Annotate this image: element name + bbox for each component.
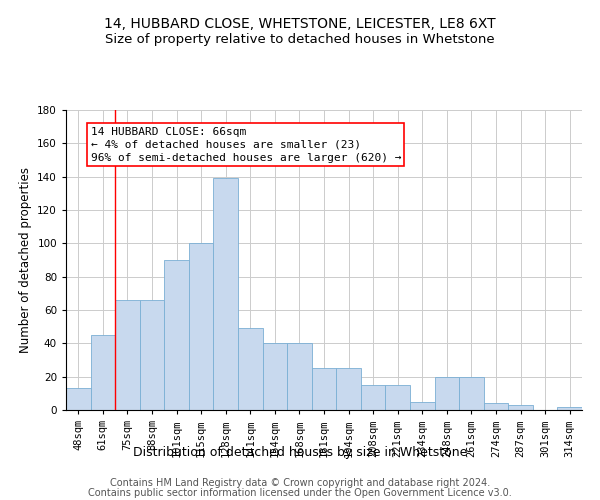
Text: Distribution of detached houses by size in Whetstone: Distribution of detached houses by size … bbox=[133, 446, 467, 459]
Bar bbox=[484, 404, 508, 410]
Bar bbox=[434, 376, 459, 410]
Bar bbox=[189, 244, 214, 410]
Bar bbox=[164, 260, 189, 410]
Bar bbox=[263, 344, 287, 410]
Bar bbox=[66, 388, 91, 410]
Y-axis label: Number of detached properties: Number of detached properties bbox=[19, 167, 32, 353]
Bar bbox=[287, 344, 312, 410]
Bar bbox=[385, 385, 410, 410]
Bar bbox=[91, 335, 115, 410]
Text: Contains public sector information licensed under the Open Government Licence v3: Contains public sector information licen… bbox=[88, 488, 512, 498]
Bar bbox=[459, 376, 484, 410]
Bar bbox=[140, 300, 164, 410]
Bar bbox=[336, 368, 361, 410]
Bar bbox=[238, 328, 263, 410]
Bar bbox=[557, 406, 582, 410]
Text: 14 HUBBARD CLOSE: 66sqm
← 4% of detached houses are smaller (23)
96% of semi-det: 14 HUBBARD CLOSE: 66sqm ← 4% of detached… bbox=[91, 126, 401, 163]
Bar bbox=[410, 402, 434, 410]
Text: Size of property relative to detached houses in Whetstone: Size of property relative to detached ho… bbox=[105, 32, 495, 46]
Bar bbox=[214, 178, 238, 410]
Bar bbox=[115, 300, 140, 410]
Bar bbox=[508, 405, 533, 410]
Bar bbox=[312, 368, 336, 410]
Text: 14, HUBBARD CLOSE, WHETSTONE, LEICESTER, LE8 6XT: 14, HUBBARD CLOSE, WHETSTONE, LEICESTER,… bbox=[104, 18, 496, 32]
Bar bbox=[361, 385, 385, 410]
Text: Contains HM Land Registry data © Crown copyright and database right 2024.: Contains HM Land Registry data © Crown c… bbox=[110, 478, 490, 488]
